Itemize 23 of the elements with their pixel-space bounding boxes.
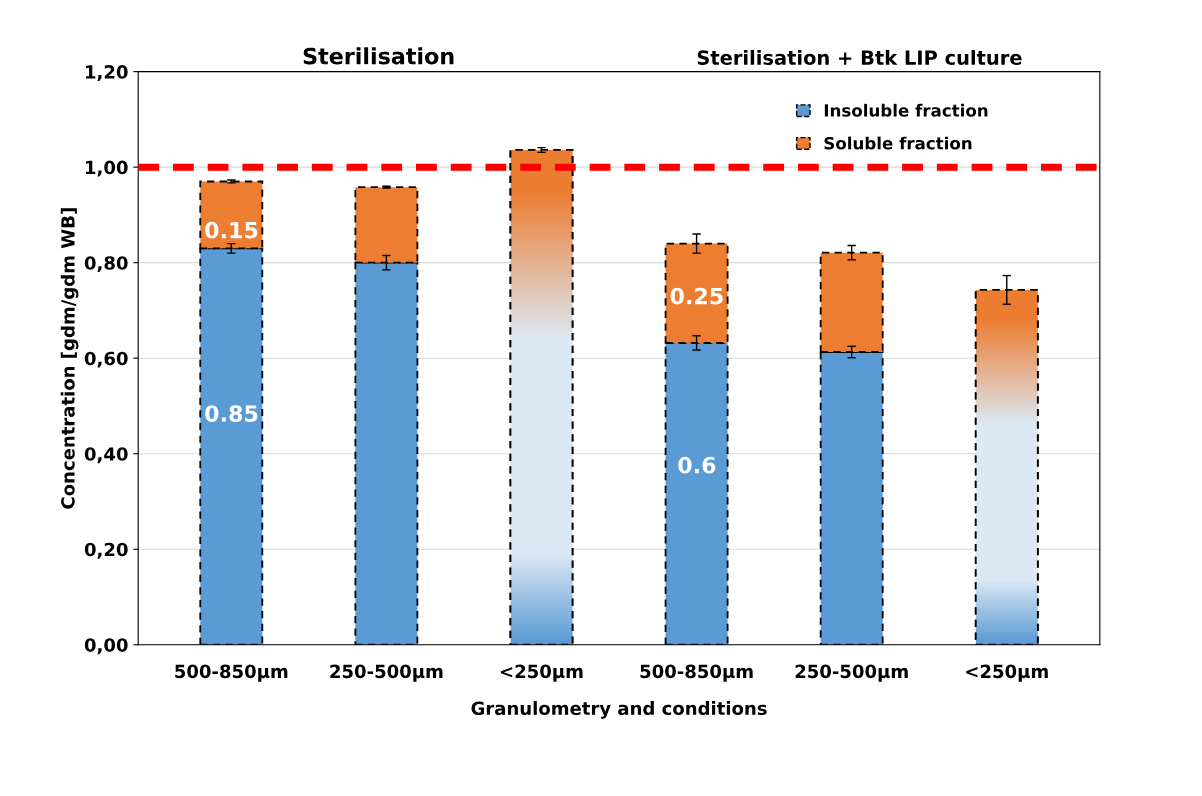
y-axis-title: Concentration [gdm/gdm WB] — [60, 208, 79, 509]
annotation: 0.6 — [678, 456, 716, 474]
legend-label: Insoluble fraction — [824, 103, 988, 117]
x-tick-label: 500-850µm — [175, 664, 288, 682]
annotation: 0.25 — [670, 287, 723, 305]
text: Sterilisation + Btk LIP culture — [697, 49, 1022, 66]
annotation: 0.85 — [205, 405, 258, 422]
y-tick-label: 0,00 — [84, 638, 128, 655]
y-tick-label: 1,20 — [86, 65, 128, 82]
x-tick-label: 250-500µm — [330, 664, 443, 682]
text: Sterilisation — [303, 47, 454, 65]
x-tick-label: <250µm — [966, 664, 1048, 682]
y-tick-label: 0,60 — [84, 351, 128, 368]
y-tick-label: 0,80 — [84, 256, 128, 273]
x-axis-title: Granulometry and conditions — [471, 701, 767, 719]
x-tick-label: <250µm — [500, 664, 583, 682]
y-tick-label: 0,40 — [84, 447, 128, 464]
legend-label: Soluble fraction — [824, 136, 972, 150]
x-tick-label: 500-850µm — [640, 664, 753, 682]
annotation: 0.15 — [205, 221, 258, 239]
x-tick-label: 250-500µm — [795, 664, 908, 682]
y-tick-label: 0,20 — [84, 542, 128, 559]
y-tick-label: 1,00 — [86, 160, 128, 177]
